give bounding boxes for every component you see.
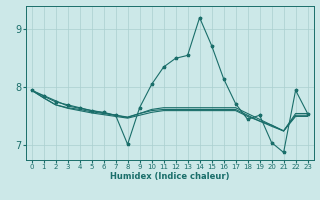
- X-axis label: Humidex (Indice chaleur): Humidex (Indice chaleur): [110, 172, 229, 181]
